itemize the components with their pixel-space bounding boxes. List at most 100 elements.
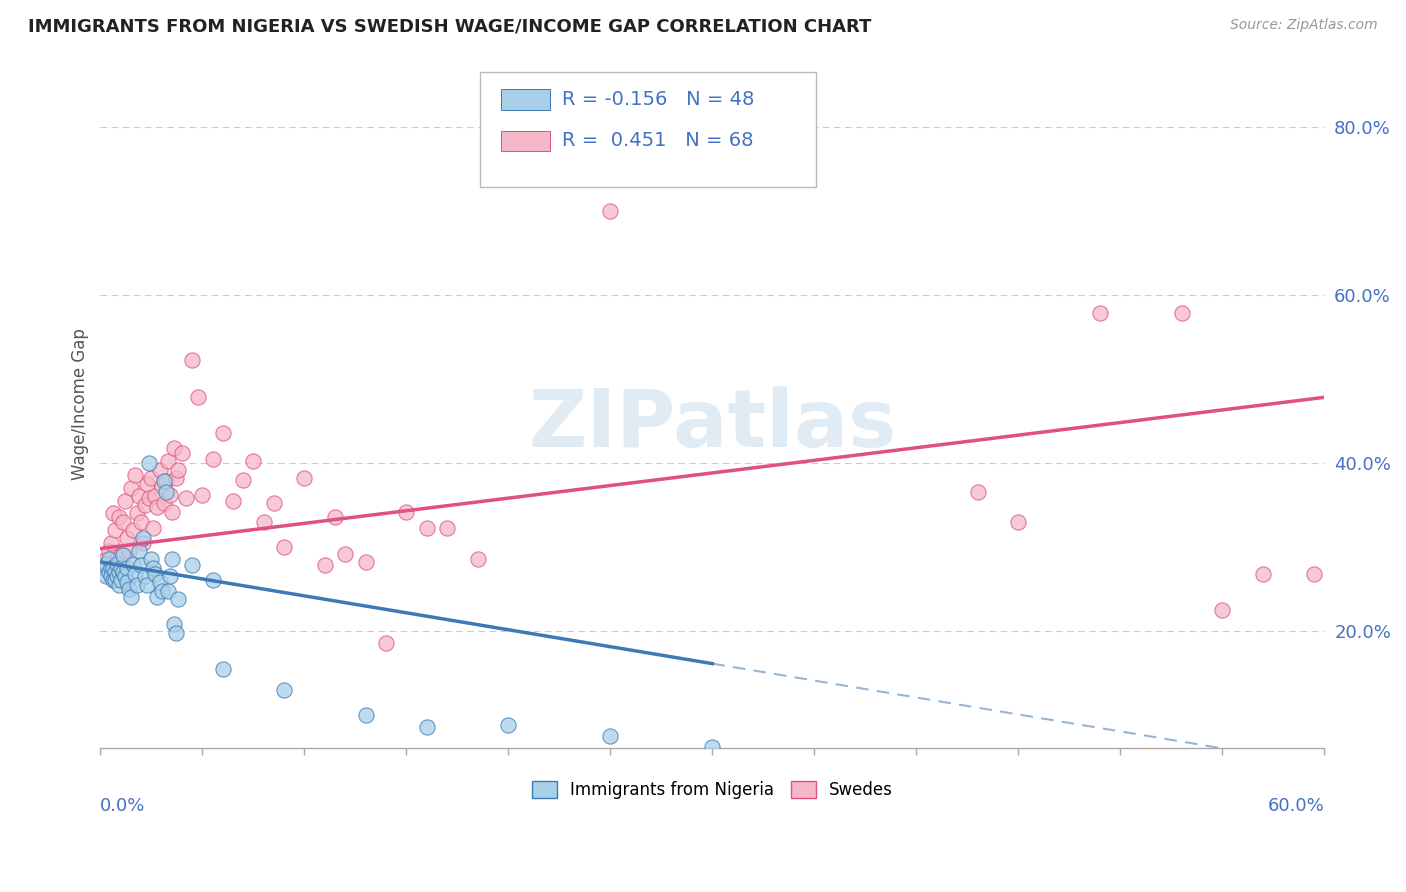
Point: [167, 591, 190, 606]
Point: [599, 203, 621, 218]
Point: [148, 575, 170, 590]
Point: [155, 485, 177, 500]
Point: [354, 707, 377, 722]
Point: [100, 535, 122, 549]
Point: [104, 574, 127, 588]
Point: [333, 547, 356, 561]
Point: [1303, 566, 1326, 581]
Point: [702, 739, 724, 754]
Point: [252, 515, 274, 529]
Point: [96, 569, 118, 583]
Point: [105, 569, 128, 583]
Text: R = -0.156   N = 48: R = -0.156 N = 48: [562, 90, 754, 109]
Point: [96, 552, 118, 566]
Point: [93, 561, 115, 575]
Point: [159, 488, 181, 502]
Point: [142, 561, 165, 575]
Legend: Immigrants from Nigeria, Swedes: Immigrants from Nigeria, Swedes: [524, 774, 900, 805]
Point: [115, 575, 138, 590]
Point: [115, 561, 138, 575]
Point: [966, 485, 988, 500]
Point: [375, 636, 398, 650]
Point: [136, 476, 159, 491]
Text: Source: ZipAtlas.com: Source: ZipAtlas.com: [1230, 18, 1378, 32]
Point: [100, 561, 122, 575]
Point: [104, 523, 127, 537]
Point: [129, 515, 152, 529]
Point: [97, 544, 120, 558]
Point: [122, 557, 145, 571]
Point: [124, 468, 146, 483]
Point: [115, 532, 138, 546]
Point: [156, 454, 179, 468]
Point: [232, 473, 254, 487]
Point: [1211, 603, 1233, 617]
Point: [174, 491, 197, 505]
Point: [110, 574, 132, 588]
Point: [128, 544, 150, 558]
Point: [599, 729, 621, 743]
Point: [160, 552, 183, 566]
Text: IMMIGRANTS FROM NIGERIA VS SWEDISH WAGE/INCOME GAP CORRELATION CHART: IMMIGRANTS FROM NIGERIA VS SWEDISH WAGE/…: [28, 18, 872, 36]
Text: R =  0.451   N = 68: R = 0.451 N = 68: [562, 131, 754, 151]
Point: [141, 552, 163, 566]
Point: [201, 574, 224, 588]
Point: [101, 561, 124, 575]
Point: [242, 454, 264, 468]
Point: [1170, 306, 1192, 320]
Point: [128, 490, 150, 504]
Bar: [501, 89, 550, 110]
Point: [163, 617, 186, 632]
Point: [170, 446, 193, 460]
Point: [110, 548, 132, 562]
Point: [273, 540, 295, 554]
Point: [146, 500, 169, 514]
Point: [1251, 566, 1274, 581]
Point: [165, 471, 187, 485]
Point: [150, 479, 173, 493]
Point: [97, 552, 120, 566]
Point: [141, 471, 163, 485]
Point: [138, 491, 160, 505]
Point: [152, 496, 174, 510]
Point: [125, 506, 148, 520]
Point: [159, 569, 181, 583]
Point: [1007, 515, 1029, 529]
Point: [191, 488, 214, 502]
Point: [148, 462, 170, 476]
Point: [211, 662, 233, 676]
Point: [134, 498, 156, 512]
Text: 0.0%: 0.0%: [100, 797, 146, 814]
Point: [165, 625, 187, 640]
Point: [107, 565, 129, 579]
Point: [181, 558, 204, 573]
Point: [146, 591, 169, 605]
Point: [101, 506, 124, 520]
FancyBboxPatch shape: [479, 72, 817, 187]
Point: [122, 523, 145, 537]
Point: [150, 583, 173, 598]
Point: [142, 521, 165, 535]
Point: [323, 510, 346, 524]
Point: [163, 441, 186, 455]
Point: [101, 574, 124, 588]
Point: [167, 462, 190, 476]
Point: [436, 521, 458, 535]
Point: [222, 493, 245, 508]
Point: [132, 532, 155, 546]
Point: [160, 505, 183, 519]
Point: [273, 682, 295, 697]
Point: [107, 577, 129, 591]
Point: [104, 565, 127, 579]
Point: [467, 552, 489, 566]
Point: [120, 591, 142, 605]
Point: [155, 475, 177, 489]
Point: [498, 718, 520, 732]
Point: [111, 565, 134, 579]
Point: [314, 558, 336, 573]
Point: [416, 721, 439, 735]
Point: [97, 565, 120, 579]
Point: [105, 557, 128, 571]
Point: [105, 552, 128, 566]
Point: [416, 521, 439, 535]
